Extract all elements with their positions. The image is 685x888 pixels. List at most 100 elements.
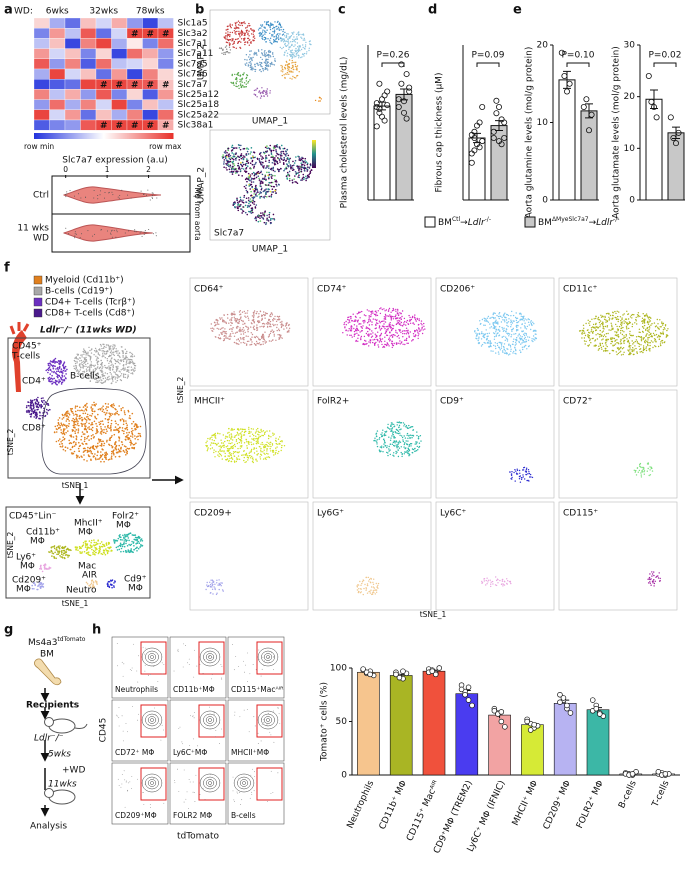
axis-label: tSNE_1 [62,481,89,490]
cell-dot [240,30,242,33]
cell-dot [57,360,60,362]
cell-dot [487,321,490,323]
cell-dot [260,33,263,35]
cell-dot [248,179,250,181]
cell-dot [247,82,249,84]
cell-dot [85,352,88,355]
cell-dot [274,170,276,173]
cell-dot [478,338,480,340]
cell-dot [107,543,110,545]
row-label: Slc7a1 [178,39,208,49]
cell-dot [286,158,288,160]
cell-dot [111,378,114,381]
cell-dot [57,553,60,555]
cell-dot [253,177,256,180]
cell-dot [296,182,299,185]
cell-dot [115,540,117,542]
cell-dot [388,309,390,311]
cell-dot [235,157,238,159]
cell-dot [65,551,67,554]
cell-dot [91,586,94,588]
significance-mark: # [162,80,170,90]
cell-dot [254,68,257,71]
cell-dot [298,174,300,176]
cell-dot [60,370,62,373]
cell-dot [278,315,281,318]
cell-dot [99,546,101,548]
cell-dot [134,429,136,431]
cell-dot [269,26,271,29]
cell-dot [296,66,298,68]
cell-dot [131,354,134,356]
cell-dot [520,315,522,317]
cell-dot [79,369,82,371]
cell-dot [107,426,109,429]
cell-dot [113,429,115,431]
mouse-tail [74,723,88,729]
p-value: P=0.02 [648,51,681,61]
cell-dot [213,328,215,330]
cell-dot [269,190,272,193]
cell-dot [514,347,516,349]
cell-dot [276,162,279,165]
cell-dot [302,160,305,163]
cell-dot [62,432,65,435]
cell-dot [283,147,286,150]
cell-dot [266,88,268,90]
cell-dot [105,451,107,454]
cell-dot [294,41,296,43]
cell-dot [93,354,95,356]
cell-dot [261,31,264,33]
cell-dot [259,61,261,64]
cell-dot [112,365,114,368]
cell-dot [345,324,347,326]
cell-dot [303,37,305,40]
cell-dot [61,549,63,552]
cell-dot [112,347,114,350]
cell-dot [388,307,391,310]
cell-dot [490,342,493,344]
cell-dot [247,64,250,66]
cell-dot [252,171,255,174]
cell-dot [61,433,64,435]
cell-dot [107,230,109,232]
cell-dot [259,63,262,66]
cell-dot [80,359,83,362]
cell-dot [390,327,392,329]
cell-dot [107,421,110,424]
cell-dot [237,155,239,158]
row-label: Slc3a2 [178,29,208,39]
cell-dot [370,336,373,338]
cell-dot [231,317,233,319]
cell-dot [229,31,231,34]
cell-dot [394,318,397,320]
cell-dot [119,195,121,197]
cell-dot [524,322,526,324]
cell-dot [126,366,129,369]
cell-dot [300,170,303,173]
cell-dot [480,345,483,347]
cell-dot [392,318,395,320]
cell-dot [41,583,43,586]
cell-dot [90,424,92,426]
cell-dot [235,31,237,33]
cell-dot [370,339,372,341]
cell-dot [255,340,258,343]
cell-dot [116,549,119,551]
cell-dot [521,342,523,344]
data-point [378,113,385,120]
cell-dot [288,73,290,76]
cell-dot [227,52,229,54]
cell-dot [46,413,49,415]
cell-dot [288,48,290,50]
cell-dot [120,446,122,449]
cell-dot [510,336,512,338]
cell-dot [286,171,289,174]
heatmap-cell [95,38,112,49]
cell-dot [87,449,89,452]
cell-dot [62,431,65,433]
cell-dot [85,356,87,359]
cell-dot [105,353,107,355]
cell-dot [292,61,294,64]
cell-dot [248,35,250,37]
